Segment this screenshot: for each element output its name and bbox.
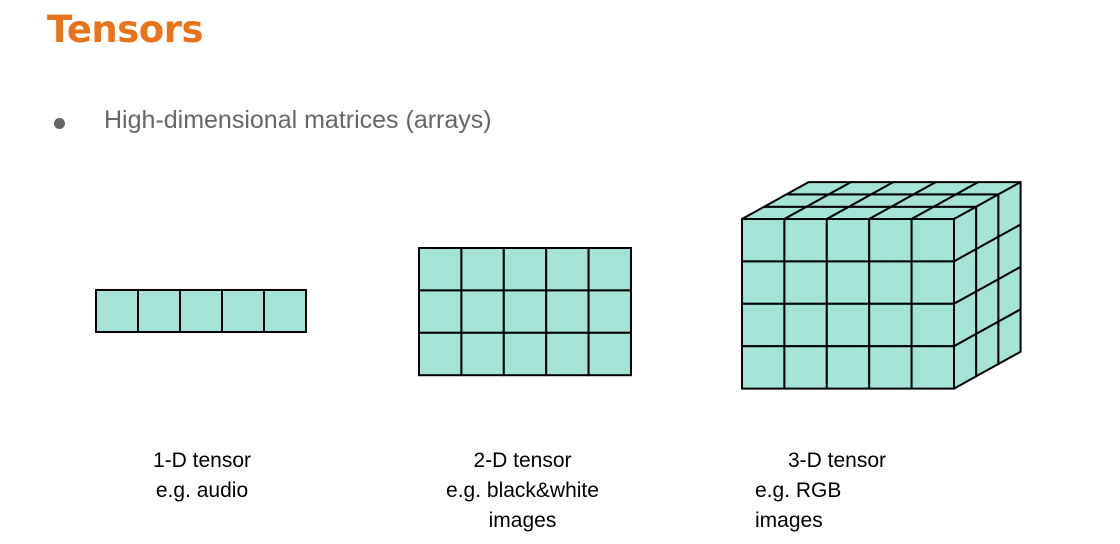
tensor-3d-front-cell bbox=[783, 302, 828, 348]
caption-2d-line-1: 2-D tensor bbox=[473, 449, 572, 472]
tensor-2d-cell bbox=[502, 289, 548, 334]
tensor-1d-cell bbox=[95, 289, 139, 333]
tensor-2d-cell bbox=[587, 289, 632, 334]
tensor-3d-front-cell bbox=[741, 345, 786, 390]
tensor-3d-front-cell bbox=[741, 260, 786, 305]
tensor-1d-cell bbox=[221, 289, 265, 333]
tensor-2d-cell bbox=[460, 247, 505, 292]
tensor-3d-front-cell bbox=[783, 345, 828, 390]
tensor-3d-front-cell bbox=[910, 260, 955, 305]
tensor-3d-cube bbox=[741, 181, 1022, 390]
tensor-3d-front-cell bbox=[825, 302, 871, 348]
caption-1d-line-1: 1-D tensor bbox=[152, 449, 252, 472]
tensor-2d-cell bbox=[587, 331, 632, 377]
tensor-2d-grid bbox=[418, 247, 632, 377]
tensor-2d-cell bbox=[418, 331, 463, 377]
tensor-3d-front-cell bbox=[741, 302, 786, 348]
caption-2d: 2-D tensor e.g. black&white images bbox=[430, 446, 615, 536]
tensor-2d-cell bbox=[545, 247, 590, 292]
tensor-3d-front-cell bbox=[868, 345, 913, 390]
tensor-1d-cell bbox=[137, 289, 181, 333]
tensor-1d-cell bbox=[263, 289, 307, 333]
bullet-text: High-dimensional matrices (arrays) bbox=[104, 106, 492, 134]
tensor-1d-grid bbox=[95, 289, 307, 333]
tensor-3d-front-cell bbox=[825, 345, 871, 390]
tensor-2d-cell bbox=[418, 289, 463, 334]
caption-1d-line-2: e.g. audio bbox=[155, 479, 249, 502]
tensor-2d-cell bbox=[587, 247, 632, 292]
caption-2d-line-3: images bbox=[488, 509, 557, 532]
slide-title: Tensors bbox=[47, 8, 203, 51]
tensor-3d-front-cell bbox=[868, 218, 913, 263]
tensor-3d-side-cell bbox=[997, 308, 1022, 365]
tensor-3d-front-cell bbox=[783, 218, 828, 263]
caption-3d-line-3: images bbox=[755, 509, 823, 532]
tensor-3d-front-cell bbox=[783, 260, 828, 305]
tensor-3d-front-cell bbox=[741, 218, 786, 263]
tensor-2d-cell bbox=[502, 247, 548, 292]
tensor-2d-cell bbox=[460, 289, 505, 334]
tensor-1d-cell bbox=[179, 289, 223, 333]
caption-3d-line-2: e.g. RGB bbox=[755, 479, 842, 502]
caption-3d-line-1: 3-D tensor bbox=[788, 449, 887, 472]
tensor-3d-front-cell bbox=[868, 260, 913, 305]
tensor-2d-cell bbox=[418, 247, 463, 292]
tensor-3d-front-cell bbox=[825, 218, 871, 263]
tensor-2d-cell bbox=[460, 331, 505, 377]
tensor-3d-front-cell bbox=[825, 260, 871, 305]
tensor-2d-cell bbox=[545, 289, 590, 334]
caption-3d: 3-D tensor e.g. RGB images bbox=[755, 446, 915, 536]
caption-1d: 1-D tensor e.g. audio bbox=[143, 446, 261, 506]
bullet-dot-icon bbox=[54, 118, 65, 129]
tensor-2d-cell bbox=[545, 331, 590, 377]
tensor-3d-front-cell bbox=[910, 345, 955, 390]
tensor-3d-front-cell bbox=[910, 302, 955, 348]
tensor-2d-cell bbox=[502, 331, 548, 377]
tensor-3d-front-cell bbox=[910, 218, 955, 263]
tensor-3d-front-cell bbox=[868, 302, 913, 348]
caption-2d-line-2: e.g. black&white bbox=[446, 479, 599, 502]
